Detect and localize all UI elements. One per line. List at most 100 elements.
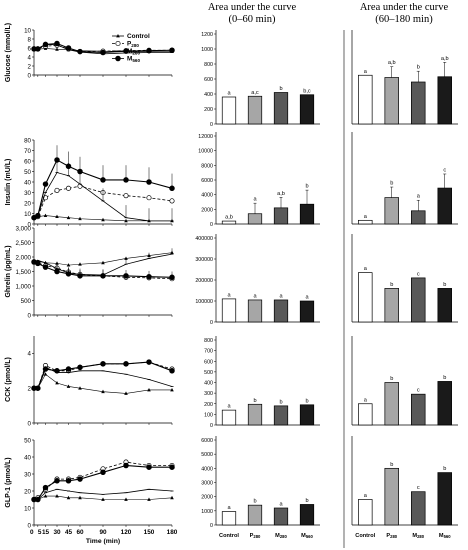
significance-label: b bbox=[305, 184, 308, 190]
significance-label: a,b bbox=[225, 215, 233, 221]
significance-label: a,b bbox=[388, 60, 396, 66]
significance-label: b bbox=[443, 375, 446, 381]
legend-marker bbox=[115, 55, 121, 62]
y-tick-label: 800 bbox=[204, 338, 213, 344]
auc-header-60-180-line1: Area under the curve bbox=[359, 2, 449, 13]
series-line-m280 bbox=[33, 253, 173, 276]
legend-label: M280 bbox=[127, 48, 140, 56]
data-point bbox=[124, 256, 128, 260]
y-tick-label: 5000 bbox=[201, 452, 213, 458]
legend-label: P280 bbox=[127, 41, 139, 49]
data-point bbox=[170, 495, 174, 500]
data-point bbox=[100, 273, 106, 279]
data-point bbox=[123, 273, 129, 279]
y-tick-label: 10 bbox=[24, 211, 31, 218]
significance-label: a bbox=[227, 292, 231, 298]
significance-label: c bbox=[417, 485, 420, 491]
bar-p280 bbox=[384, 77, 399, 125]
series-line-p280 bbox=[33, 185, 173, 219]
bar-m280 bbox=[273, 299, 289, 323]
data-point bbox=[170, 387, 174, 392]
y-tick-label: 2000 bbox=[201, 207, 213, 213]
significance-label: a bbox=[227, 91, 231, 97]
y-tick-label: 200 bbox=[204, 107, 213, 113]
significance-label: a bbox=[364, 214, 368, 220]
series-line-control bbox=[33, 252, 173, 266]
bar-control bbox=[221, 96, 237, 125]
series-line-control bbox=[34, 495, 173, 500]
bar-m560 bbox=[299, 404, 315, 426]
significance-label: b bbox=[305, 498, 308, 504]
y-tick-label: 8 bbox=[28, 36, 32, 43]
data-point bbox=[43, 372, 48, 376]
significance-label: c bbox=[443, 167, 446, 173]
significance-label: a,b bbox=[441, 56, 449, 62]
y-tick-label: 600 bbox=[204, 359, 213, 365]
significance-label: b bbox=[279, 399, 282, 405]
series-line-control bbox=[33, 215, 172, 222]
data-point bbox=[169, 185, 175, 192]
y-tick-label: 100 bbox=[204, 412, 213, 418]
significance-label: b bbox=[279, 86, 282, 92]
data-point bbox=[146, 47, 152, 54]
data-point bbox=[42, 264, 49, 270]
y-tick-label: 50 bbox=[24, 437, 31, 444]
bar-m280 bbox=[411, 81, 426, 125]
y-tick-label: 0 bbox=[28, 522, 32, 529]
y-tick-label: 300000 bbox=[195, 257, 213, 263]
y-tick-label: 70 bbox=[24, 148, 31, 155]
data-point bbox=[169, 47, 175, 53]
bar-m560 bbox=[299, 504, 315, 526]
data-point bbox=[55, 214, 59, 219]
bar-m280 bbox=[411, 277, 426, 323]
bar-category-label: Control bbox=[219, 533, 239, 539]
data-point bbox=[169, 274, 175, 281]
data-point bbox=[123, 361, 129, 367]
bar-m560 bbox=[437, 288, 452, 323]
y-tick-label: 20 bbox=[24, 200, 31, 207]
data-point bbox=[54, 268, 60, 275]
data-point bbox=[169, 368, 175, 374]
data-point bbox=[66, 384, 71, 388]
x-tick-label: 0 bbox=[30, 529, 34, 536]
bar-m560 bbox=[299, 94, 315, 125]
series-line-m560 bbox=[34, 361, 173, 389]
y-tick-label: 200000 bbox=[195, 278, 213, 284]
significance-label: a bbox=[305, 295, 309, 301]
bar-control bbox=[221, 220, 237, 225]
bar-m280 bbox=[411, 491, 426, 526]
y-tick-label: 30 bbox=[24, 471, 31, 478]
bar-panel-9: a b a c bbox=[351, 132, 458, 225]
data-point bbox=[66, 263, 71, 267]
y-tick-label: 0 bbox=[28, 72, 32, 79]
data-point bbox=[78, 216, 82, 221]
y-tick-label: 300 bbox=[204, 391, 213, 397]
y-axis-title: GLP-1 (pmol/L) bbox=[5, 457, 12, 507]
y-tick-label: 0 bbox=[210, 523, 213, 529]
data-point bbox=[77, 476, 83, 482]
y-tick-label: 0 bbox=[210, 222, 213, 228]
significance-label: a bbox=[279, 293, 283, 299]
line-panel-2: 0 10 20 30 40 50 60 70 80 Insulin (mU/L) bbox=[5, 137, 175, 228]
bar-p280 bbox=[247, 213, 263, 225]
data-point bbox=[124, 391, 128, 395]
auc-header-60-180-line2: (60–180 min) bbox=[375, 14, 433, 25]
data-point bbox=[43, 494, 48, 498]
bar-p280 bbox=[247, 95, 263, 125]
bar-p280 bbox=[247, 504, 263, 526]
bar-p280 bbox=[384, 197, 399, 225]
data-point bbox=[100, 49, 106, 56]
data-point bbox=[42, 366, 49, 372]
y-tick-label: 0 bbox=[210, 122, 213, 128]
data-point bbox=[101, 260, 105, 265]
significance-label: a bbox=[364, 493, 368, 499]
legend-label: M560 bbox=[127, 56, 140, 64]
bar-control bbox=[221, 298, 237, 323]
data-point bbox=[100, 177, 106, 183]
bar-category-label: P280 bbox=[250, 533, 261, 539]
significance-label: b bbox=[390, 282, 393, 288]
y-tick-label: 0 bbox=[28, 312, 32, 319]
bar-panel-11: a b c b bbox=[351, 234, 458, 323]
bar-category-label: P280 bbox=[386, 533, 397, 539]
